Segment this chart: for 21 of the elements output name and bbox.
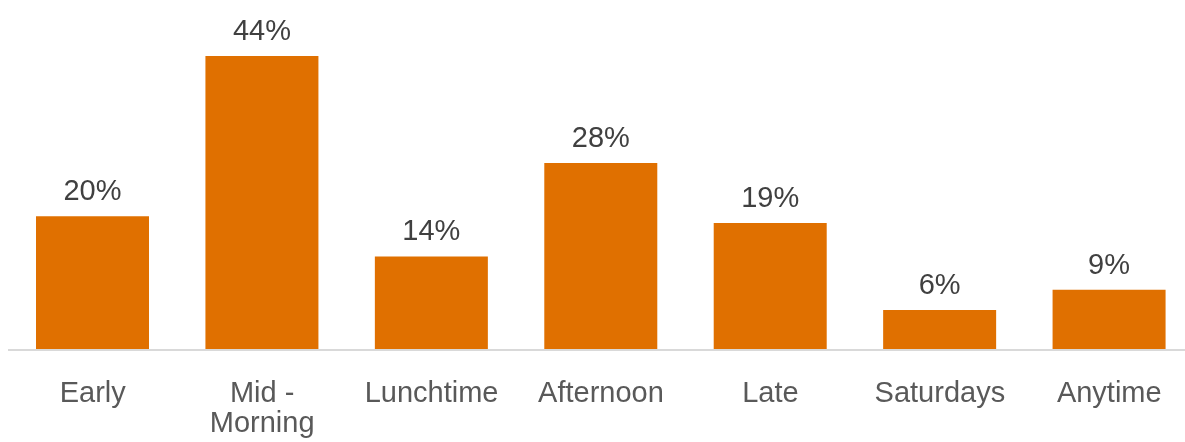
bar <box>205 56 319 350</box>
data-label: 9% <box>1088 247 1131 280</box>
x-tick-label: Late <box>742 376 799 408</box>
x-tick-label: Afternoon <box>538 376 664 408</box>
bar <box>36 216 149 350</box>
x-tick-label: Anytime <box>1056 376 1162 408</box>
x-tick-label: Saturdays <box>874 376 1006 408</box>
data-label: 20% <box>63 174 122 207</box>
x-tick-label: Early <box>59 376 127 408</box>
bar <box>1052 289 1166 350</box>
x-tick-label: Mid - Morning <box>209 376 315 438</box>
x-tick-label: Lunchtime <box>364 376 499 408</box>
data-label: 14% <box>402 214 461 247</box>
data-label: 19% <box>741 181 800 214</box>
bar <box>713 223 827 350</box>
data-label: 44% <box>232 14 291 46</box>
data-label: 28% <box>571 120 630 153</box>
data-label: 6% <box>918 267 961 300</box>
bar <box>374 256 488 350</box>
bar <box>544 162 658 350</box>
bar <box>883 309 997 350</box>
